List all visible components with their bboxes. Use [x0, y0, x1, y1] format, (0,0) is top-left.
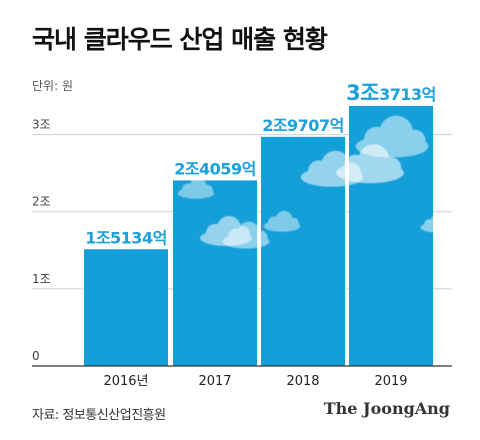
data-label: 2조9707억 [262, 116, 344, 135]
data-label: 1조5134억 [85, 228, 167, 247]
x-tick-label: 2019 [374, 374, 407, 389]
x-tick-label: 2017 [198, 374, 231, 389]
y-tick-label: 0 [32, 349, 40, 363]
chart-title: 국내 클라우드 산업 매출 현황 [32, 25, 328, 54]
unit-label: 단위: 원 [32, 79, 73, 93]
x-tick-label: 2018 [286, 374, 319, 389]
data-label: 2조4059억 [174, 159, 256, 178]
cloud-decoration [420, 214, 452, 233]
y-tick-label: 2조 [32, 195, 51, 209]
publisher-logo: The JoongAng [323, 399, 450, 418]
x-tick-label: 2016년 [103, 374, 148, 389]
bar [84, 249, 168, 366]
cloud-decoration [355, 115, 429, 158]
cloud-decoration [263, 210, 301, 232]
cloud-decoration [222, 221, 270, 249]
bar [173, 180, 257, 366]
source-note: 자료: 정보통신산업진흥원 [32, 408, 166, 423]
cloud-decoration [177, 177, 215, 199]
y-tick-label: 1조 [32, 272, 51, 286]
data-label: 3조3713억 [346, 81, 436, 105]
y-tick-label: 3조 [32, 118, 51, 132]
